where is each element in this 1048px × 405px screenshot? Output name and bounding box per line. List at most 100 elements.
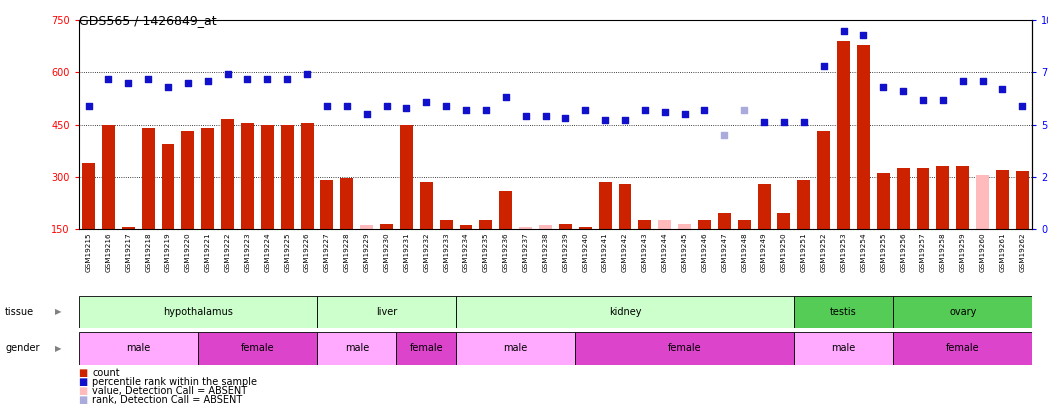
Point xyxy=(159,84,176,90)
Point xyxy=(239,75,256,82)
Bar xyxy=(678,224,691,281)
Text: GSM19256: GSM19256 xyxy=(900,232,907,272)
Point xyxy=(119,79,136,86)
Bar xyxy=(897,168,910,281)
Bar xyxy=(519,227,532,281)
Bar xyxy=(102,124,115,281)
Text: male: male xyxy=(345,343,369,353)
Text: GSM19250: GSM19250 xyxy=(781,232,787,272)
Text: GSM19253: GSM19253 xyxy=(840,232,847,272)
Point xyxy=(199,77,216,84)
Text: GSM19251: GSM19251 xyxy=(801,232,807,272)
Text: GSM19262: GSM19262 xyxy=(1020,232,1025,272)
Text: ■: ■ xyxy=(79,395,88,405)
Text: GSM19222: GSM19222 xyxy=(224,232,231,272)
Bar xyxy=(241,123,254,281)
Text: GSM19242: GSM19242 xyxy=(621,232,628,272)
Point xyxy=(915,96,932,103)
Text: GSM19232: GSM19232 xyxy=(423,232,430,272)
Bar xyxy=(380,224,393,281)
Text: GSM19237: GSM19237 xyxy=(523,232,528,272)
Text: GSM19261: GSM19261 xyxy=(1000,232,1005,272)
Text: tissue: tissue xyxy=(5,307,35,317)
Bar xyxy=(937,166,949,281)
Text: GSM19223: GSM19223 xyxy=(244,232,250,272)
Text: female: female xyxy=(410,343,443,353)
Bar xyxy=(1016,171,1029,281)
Text: hypothalamus: hypothalamus xyxy=(162,307,233,317)
Text: GSM19228: GSM19228 xyxy=(344,232,350,272)
Point xyxy=(100,75,116,82)
Text: male: male xyxy=(504,343,528,353)
Text: ■: ■ xyxy=(79,377,88,387)
Bar xyxy=(79,332,198,364)
Text: kidney: kidney xyxy=(609,307,641,317)
Text: GSM19230: GSM19230 xyxy=(384,232,390,272)
Point xyxy=(955,77,971,84)
Text: gender: gender xyxy=(5,343,40,353)
Bar xyxy=(201,128,214,281)
Bar xyxy=(460,225,473,281)
Text: GSM19257: GSM19257 xyxy=(920,232,926,272)
Bar xyxy=(440,220,453,281)
Bar xyxy=(758,183,770,281)
Text: GSM19243: GSM19243 xyxy=(641,232,648,272)
Bar xyxy=(638,220,651,281)
Bar xyxy=(893,332,1032,364)
Bar xyxy=(798,180,810,281)
Bar xyxy=(976,175,989,281)
Bar xyxy=(456,332,575,364)
Point xyxy=(716,132,733,138)
Bar xyxy=(456,296,794,328)
Text: rank, Detection Call = ABSENT: rank, Detection Call = ABSENT xyxy=(92,395,242,405)
Text: GSM19229: GSM19229 xyxy=(364,232,370,272)
Bar xyxy=(316,332,396,364)
Text: GSM19219: GSM19219 xyxy=(165,232,171,272)
Text: female: female xyxy=(946,343,980,353)
Bar xyxy=(479,220,493,281)
Bar xyxy=(778,213,790,281)
Point xyxy=(776,119,792,126)
Point xyxy=(179,79,196,86)
Text: GSM19252: GSM19252 xyxy=(821,232,827,272)
Text: GSM19235: GSM19235 xyxy=(483,232,489,272)
Text: GSM19220: GSM19220 xyxy=(184,232,191,272)
Point xyxy=(319,102,335,109)
Text: GSM19240: GSM19240 xyxy=(583,232,588,272)
Text: GSM19231: GSM19231 xyxy=(403,232,410,272)
Point xyxy=(418,98,435,105)
Text: GSM19239: GSM19239 xyxy=(563,232,568,272)
Point xyxy=(656,109,673,115)
Bar xyxy=(738,220,750,281)
Point xyxy=(995,86,1011,92)
Point xyxy=(815,63,832,69)
Bar xyxy=(141,128,155,281)
Point xyxy=(875,84,892,90)
Bar xyxy=(122,227,135,281)
Bar xyxy=(893,296,1032,328)
Text: GSM19241: GSM19241 xyxy=(603,232,608,272)
Text: GSM19245: GSM19245 xyxy=(681,232,687,272)
Text: GSM19224: GSM19224 xyxy=(264,232,270,272)
Point xyxy=(935,96,952,103)
Bar xyxy=(917,168,930,281)
Text: male: male xyxy=(831,343,855,353)
Point xyxy=(835,28,852,34)
Bar xyxy=(857,45,870,281)
Bar xyxy=(877,173,890,281)
Text: ▶: ▶ xyxy=(54,307,61,316)
Point xyxy=(975,77,991,84)
Point xyxy=(339,102,355,109)
Point xyxy=(736,107,752,113)
Point xyxy=(556,115,573,122)
Bar xyxy=(316,296,456,328)
Text: male: male xyxy=(126,343,150,353)
Text: GSM19249: GSM19249 xyxy=(761,232,767,272)
Point xyxy=(696,107,713,113)
Text: GSM19246: GSM19246 xyxy=(701,232,707,272)
Text: GDS565 / 1426849_at: GDS565 / 1426849_at xyxy=(79,14,216,27)
Text: count: count xyxy=(92,369,119,378)
Bar xyxy=(181,132,194,281)
Bar xyxy=(817,132,830,281)
Bar xyxy=(82,163,95,281)
